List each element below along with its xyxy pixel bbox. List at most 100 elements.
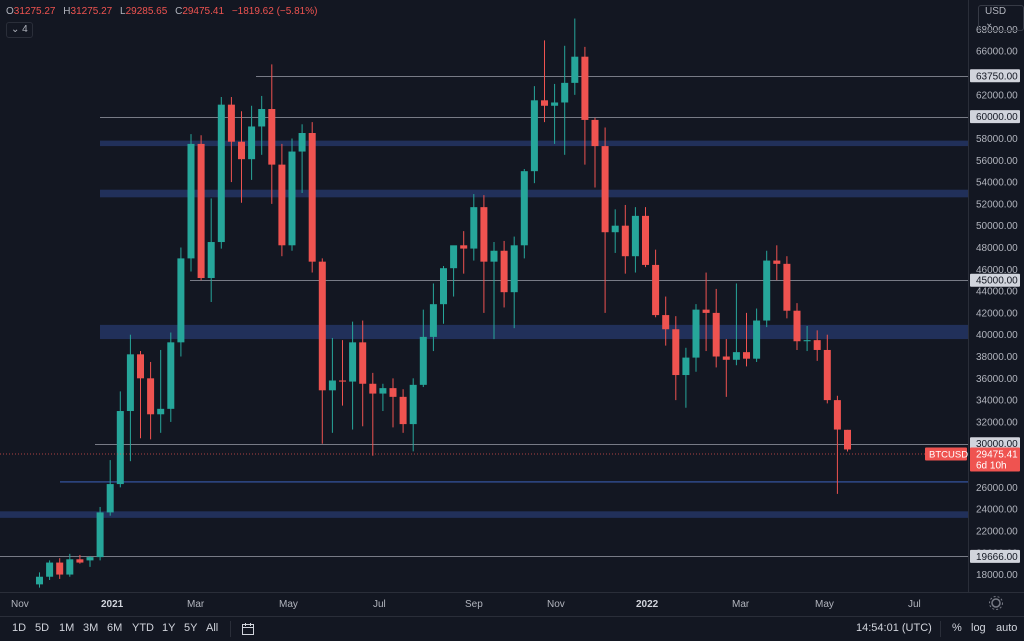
candle-body [76, 559, 84, 563]
currency-selector[interactable]: USD ⌄ [978, 5, 1024, 31]
price-tick-label: 26000.00 [976, 483, 1018, 494]
bottom-toolbar: 1D 5D 1M 3M 6M YTD 1Y 5Y All 14:54:01 (U… [0, 616, 1024, 641]
candle [36, 572, 43, 588]
time-tick-label: Jul [373, 599, 386, 610]
price-tick-label: 38000.00 [976, 352, 1018, 363]
auto-scale-toggle[interactable]: auto [996, 622, 1018, 634]
time-tick-label: 2021 [101, 599, 124, 610]
candle [662, 296, 670, 346]
candle-body [692, 309, 700, 358]
indicator-count-toggle[interactable]: ⌄ 4 [6, 22, 33, 38]
candle [328, 337, 336, 433]
candle [379, 383, 387, 412]
timeframe-all[interactable]: All [206, 622, 219, 634]
timeframe-1d[interactable]: 1D [12, 622, 27, 634]
candle [450, 245, 458, 297]
candle [601, 127, 609, 313]
candle [652, 249, 660, 318]
candle-body [308, 133, 316, 262]
timeframe-5y[interactable]: 5Y [184, 622, 198, 634]
gear-icon[interactable] [989, 596, 1003, 610]
candle-body [86, 557, 94, 561]
utc-clock[interactable]: 14:54:01 (UTC) [856, 622, 932, 634]
candle-body [399, 396, 407, 425]
candle [541, 40, 548, 123]
candle-body [803, 340, 811, 342]
calendar-range-icon[interactable] [241, 622, 255, 636]
candle [86, 556, 94, 567]
candle [177, 247, 185, 357]
timeframe-5d[interactable]: 5D [35, 622, 50, 634]
support-resistance-zone [100, 324, 968, 340]
candle-body [106, 484, 114, 513]
candle [763, 250, 771, 328]
candle-body [450, 245, 458, 269]
candle-body [429, 304, 437, 337]
candle [106, 460, 114, 516]
candle [743, 312, 750, 367]
timeframe-1y[interactable]: 1Y [162, 622, 176, 634]
time-tick-label: Sep [465, 599, 483, 610]
toolbar-divider [230, 621, 231, 637]
candle [551, 83, 559, 144]
candle [692, 304, 700, 372]
candle-body [238, 141, 245, 160]
price-tick-label: 18000.00 [976, 570, 1018, 581]
last-price-label: 29475.41 [976, 450, 1018, 461]
candle [480, 195, 488, 313]
candle-body [147, 378, 155, 415]
candle-body [712, 312, 720, 357]
candle-body [500, 250, 508, 293]
level-price-tag [970, 549, 1020, 563]
timeframe-6m[interactable]: 6M [107, 622, 123, 634]
candle [207, 198, 215, 302]
candle [682, 347, 690, 408]
candle [490, 242, 498, 340]
percent-scale-toggle[interactable]: % [952, 622, 962, 634]
candle [833, 395, 841, 494]
price-tick-label: 34000.00 [976, 396, 1018, 407]
candle [369, 372, 377, 456]
candle [217, 97, 225, 249]
candle [298, 124, 306, 193]
chevron-down-icon: ⌄ [985, 18, 994, 29]
log-scale-toggle[interactable]: log [971, 622, 986, 634]
candle-body [551, 102, 559, 106]
candle-body [642, 215, 649, 265]
candle-body [753, 320, 761, 359]
candle-body [561, 82, 569, 103]
candle [339, 340, 346, 406]
candle [419, 309, 427, 388]
candle-body [157, 408, 165, 415]
candle-body [56, 562, 64, 575]
candle [823, 334, 831, 404]
price-tick-label: 22000.00 [976, 526, 1018, 537]
price-tick-label: 24000.00 [976, 505, 1018, 516]
candle [197, 135, 205, 281]
time-tick-label: May [815, 599, 834, 610]
candle [96, 506, 104, 561]
timeframe-3m[interactable]: 3M [83, 622, 99, 634]
candle-body [783, 263, 791, 311]
price-tick-label: 32000.00 [976, 417, 1018, 428]
price-axis[interactable] [968, 0, 1024, 616]
price-tick-label: 58000.00 [976, 134, 1018, 145]
price-tick-label: 40000.00 [976, 330, 1018, 341]
candle [702, 272, 710, 352]
candle [460, 231, 468, 274]
price-tick-label: 54000.00 [976, 178, 1018, 189]
candle [500, 240, 508, 308]
candle [429, 283, 437, 352]
level-price-label: 45000.00 [976, 276, 1018, 287]
time-tick-label: 2022 [636, 599, 659, 610]
candle-body [530, 100, 538, 172]
candle-body [116, 411, 124, 485]
candle [732, 283, 740, 366]
timeframe-ytd[interactable]: YTD [132, 622, 154, 634]
candle-body [339, 380, 346, 382]
high-label: H [63, 6, 71, 17]
candle [409, 378, 417, 452]
candle-body [298, 133, 306, 152]
timeframe-1m[interactable]: 1M [59, 622, 75, 634]
